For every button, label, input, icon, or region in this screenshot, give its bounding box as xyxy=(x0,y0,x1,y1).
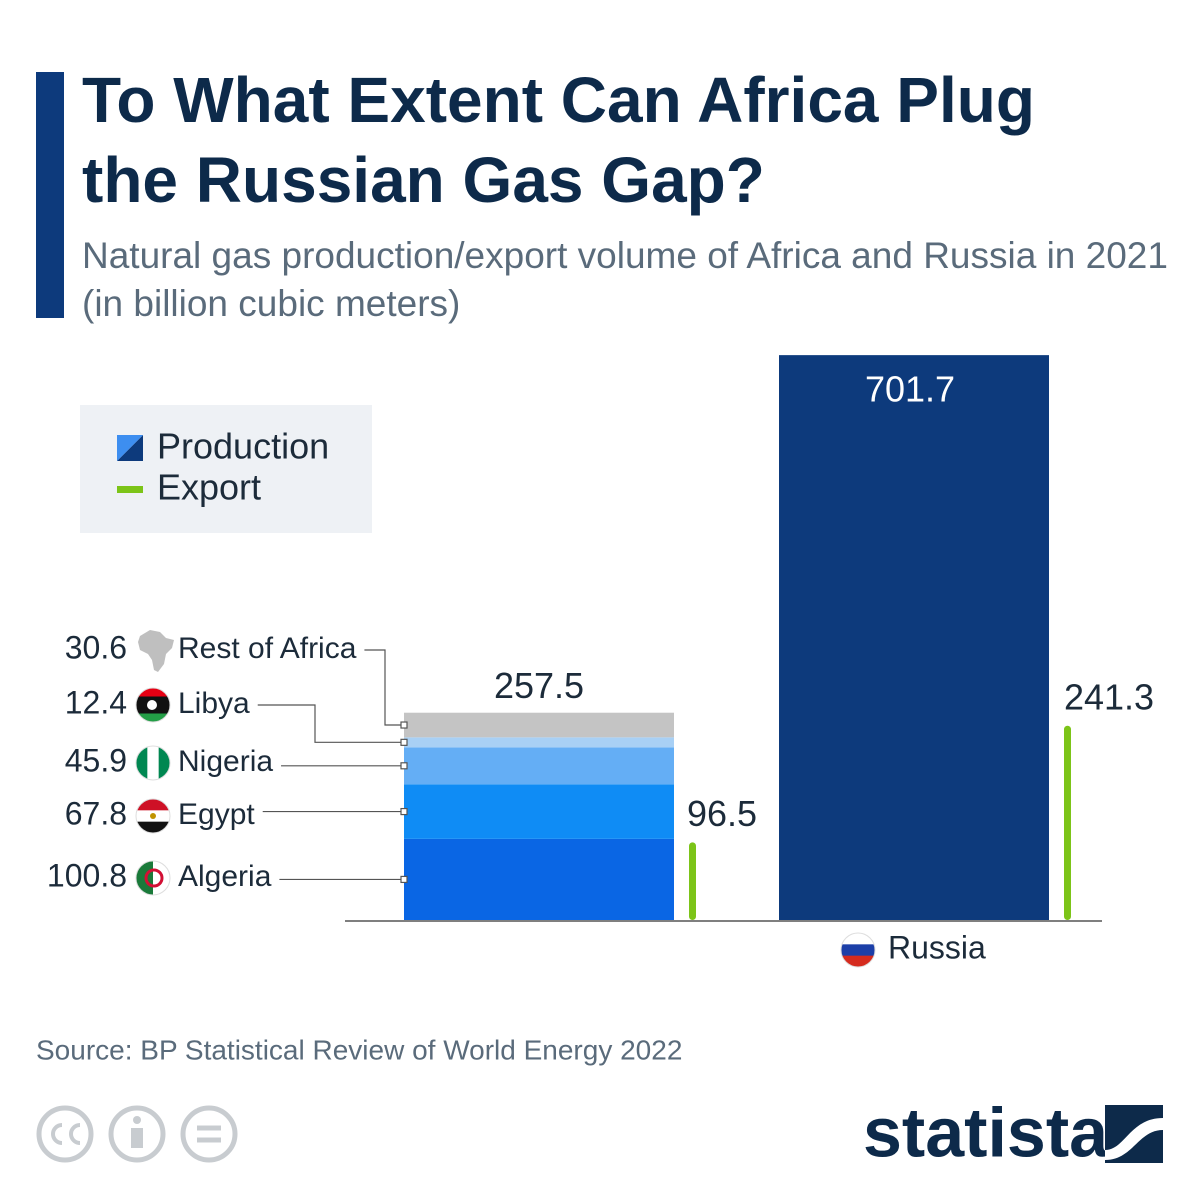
chart-subtitle: Natural gas production/export volume of … xyxy=(82,235,1168,324)
legend-production-swatch xyxy=(117,435,143,461)
leader-line xyxy=(257,704,404,743)
flag-stripe xyxy=(841,944,875,957)
export-bar xyxy=(689,842,696,920)
segment-value: 100.8 xyxy=(47,857,127,893)
flag-emblem xyxy=(147,700,157,710)
flag-stripe xyxy=(136,713,170,722)
legend-label: Production xyxy=(157,426,329,467)
flag xyxy=(136,688,170,722)
flag xyxy=(136,799,170,833)
segment-value: 12.4 xyxy=(65,684,127,720)
stack-segment xyxy=(404,747,674,785)
legend-export-swatch xyxy=(117,486,143,493)
segment-name: Libya xyxy=(178,687,250,720)
flag-stripe xyxy=(136,821,170,833)
brand-logo xyxy=(1105,1105,1163,1163)
flag-emblem xyxy=(150,813,156,819)
brand: statista xyxy=(863,1093,1109,1171)
flag-border xyxy=(135,860,171,896)
africa-icon xyxy=(138,630,174,672)
value-label: 257.5 xyxy=(494,665,584,706)
leader-dot xyxy=(400,762,408,770)
legend-box xyxy=(80,405,372,533)
stack-segment xyxy=(404,784,674,839)
legend-label: Export xyxy=(157,467,261,508)
value-label: 701.7 xyxy=(865,369,955,410)
segment-value: 30.6 xyxy=(65,629,127,665)
flag-stripe xyxy=(841,955,875,967)
flag xyxy=(136,861,170,895)
flag-border xyxy=(135,745,171,781)
chart-title: To What Extent Can Africa Plug the Russi… xyxy=(82,64,1035,216)
stack-segment xyxy=(404,737,674,748)
title-accent xyxy=(36,72,64,318)
license-icons xyxy=(36,1105,238,1163)
flag-stripe xyxy=(136,799,170,811)
value-label: 241.3 xyxy=(1064,676,1154,717)
flag xyxy=(136,746,170,780)
segment-value: 45.9 xyxy=(65,742,127,778)
bar xyxy=(779,355,1049,921)
flag-border xyxy=(840,932,876,968)
flag-border xyxy=(135,798,171,834)
stack-segment xyxy=(404,712,674,738)
leader-dot xyxy=(400,875,408,884)
export-bar xyxy=(1064,725,1071,920)
flag-stripe xyxy=(158,746,170,780)
leader-dot xyxy=(400,807,408,816)
flag-stripe xyxy=(841,933,875,945)
flag xyxy=(841,933,875,967)
flag-border xyxy=(135,687,171,723)
leader-dot xyxy=(400,721,408,729)
leader-line xyxy=(364,649,404,726)
segment-value: 67.8 xyxy=(65,795,127,831)
leader-dot xyxy=(400,738,408,746)
x-tick-label: Russia xyxy=(888,929,986,965)
flag-emblem xyxy=(144,868,164,888)
segment-name: Rest of Africa xyxy=(178,632,357,665)
flag-stripe xyxy=(136,746,148,780)
stack-segment xyxy=(404,838,674,920)
source: Source: BP Statistical Review of World E… xyxy=(36,1034,682,1065)
flag-stripe xyxy=(136,688,170,697)
segment-name: Nigeria xyxy=(178,745,273,778)
segment-name: Algeria xyxy=(178,860,272,893)
segment-name: Egypt xyxy=(178,798,255,831)
value-label: 96.5 xyxy=(687,793,757,834)
flag-stripe xyxy=(147,746,160,780)
